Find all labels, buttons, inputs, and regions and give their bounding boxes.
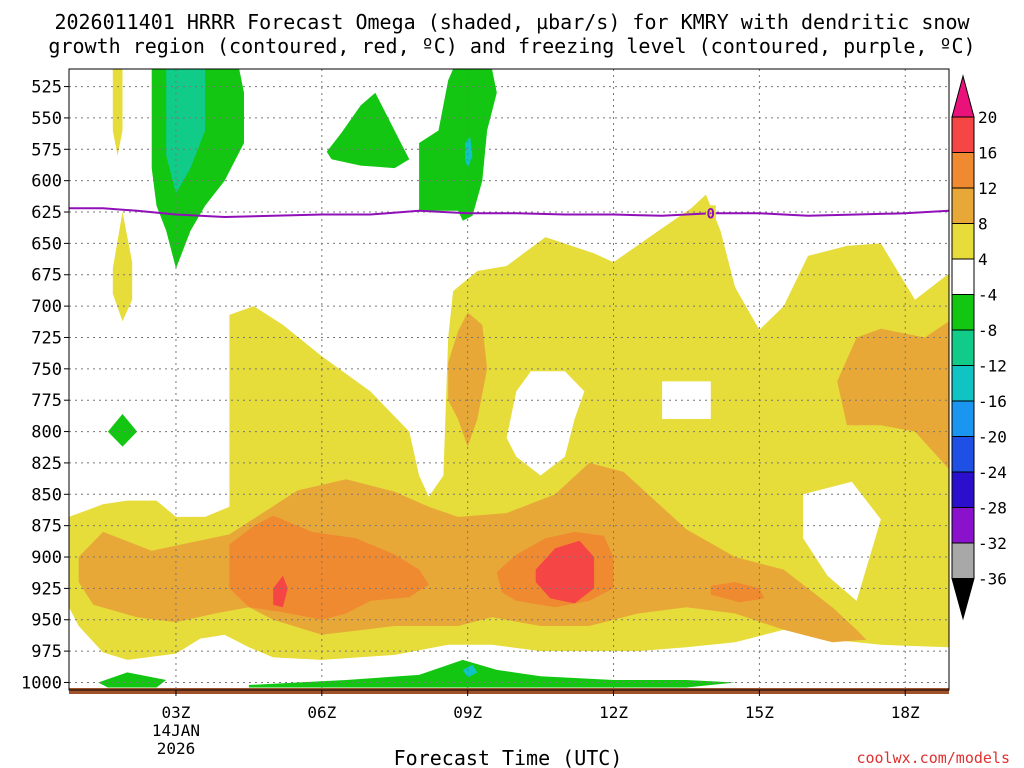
omega-region-green-diamond	[107, 414, 138, 447]
y-tick-label: 875	[31, 517, 62, 537]
colorbar-bin	[951, 258, 975, 295]
colorbar-bin	[951, 294, 975, 331]
colorbar-bin	[951, 507, 975, 544]
y-tick-label: 825	[31, 454, 62, 474]
omega-region-white-hole-3	[803, 481, 881, 601]
omega-region-orange-right-lobe	[837, 321, 949, 470]
omega-region-green-09z-column	[419, 69, 497, 221]
omega-region-green-bottom-mid	[248, 659, 736, 688]
colorbar-label: -4	[978, 286, 997, 305]
freezing-level-line	[69, 207, 949, 219]
colorbar-label: 16	[978, 144, 997, 163]
y-tick-label: 525	[31, 78, 62, 98]
omega-region-yellow-left-column	[112, 69, 123, 156]
y-tick-label: 550	[31, 109, 62, 129]
colorbar-label: -28	[978, 499, 1007, 518]
y-tick-label: 725	[31, 328, 62, 348]
date-label-year: 2026	[157, 739, 196, 758]
colorbar-max-triangle	[951, 74, 975, 118]
colorbar-bin	[951, 436, 975, 473]
colorbar-label: -24	[978, 463, 1007, 482]
y-tick-label: 600	[31, 172, 62, 192]
y-tick-label: 800	[31, 423, 62, 443]
date-label-day: 14JAN	[152, 721, 200, 740]
x-tick-label: 06Z	[307, 703, 336, 722]
colorbar-label: -8	[978, 321, 997, 340]
freezing-level-label: 0	[707, 206, 715, 222]
x-tick-label: 18Z	[891, 703, 920, 722]
omega-region-red-core-left	[273, 575, 288, 608]
y-tick-label: 675	[31, 266, 62, 286]
omega-region-orange-column-09z	[448, 312, 488, 447]
colorbar-label: -16	[978, 392, 1007, 411]
colorbar-bin	[951, 187, 975, 224]
colorbar-bin	[951, 152, 975, 189]
colorbar-bin	[951, 223, 975, 260]
omega-region-red-core-mid	[535, 540, 595, 604]
colorbar-label: 8	[978, 215, 988, 234]
y-tick-label: 575	[31, 140, 62, 160]
colorbar-min-triangle	[951, 578, 975, 621]
plot-frame	[68, 68, 950, 691]
freezing-level-layer: 0	[69, 205, 949, 222]
y-tick-label: 775	[31, 391, 62, 411]
omega-shading	[69, 69, 949, 688]
colorbar-bin	[951, 365, 975, 402]
colorbar-label: -36	[978, 570, 1007, 589]
colorbar-label: -32	[978, 534, 1007, 553]
y-tick-label: 900	[31, 548, 62, 568]
omega-region-yellow-left-lens	[112, 212, 133, 322]
omega-region-teal-09z-drop	[465, 136, 473, 169]
freezing-label-bg	[705, 205, 716, 221]
colorbar-bin	[951, 400, 975, 437]
colorbar-bin	[951, 542, 975, 579]
y-tick-label: 925	[31, 579, 62, 599]
y-axis: 525 550 575 600 625 650 675 700 725 750 775 800 825 8…	[21, 78, 69, 693]
colorbar-label: 20	[978, 108, 997, 127]
watermark: coolwx.com/models	[856, 749, 1010, 767]
colorbar: 20 16 12 8 4 -4 -8 -12 -16 -20 -24 -28 -32 -36	[951, 74, 1007, 621]
gridlines	[69, 69, 949, 690]
y-tick-label: 1000	[21, 673, 62, 693]
omega-region-green-crescent	[326, 92, 410, 169]
ground-strip	[69, 688, 949, 694]
omega-region-white-hole-1	[506, 371, 585, 476]
colorbar-label: 12	[978, 179, 997, 198]
y-tick-label: 850	[31, 485, 62, 505]
x-axis-title: Forecast Time (UTC)	[394, 746, 623, 768]
y-tick-label: 650	[31, 234, 62, 254]
colorbar-label: -20	[978, 428, 1007, 447]
x-tick-label: 03Z	[162, 703, 191, 722]
omega-region-red-orange-small	[710, 582, 765, 603]
y-tick-label: 975	[31, 642, 62, 662]
colorbar-bin	[951, 471, 975, 508]
y-tick-label: 700	[31, 297, 62, 317]
y-tick-label: 625	[31, 203, 62, 223]
colorbar-label: 4	[978, 250, 988, 269]
colorbar-bin	[951, 116, 975, 153]
colorbar-label: -12	[978, 357, 1007, 376]
title-line-2: growth region (contoured, red, ºC) and f…	[48, 34, 975, 58]
omega-region-white-hole-2	[662, 381, 711, 419]
x-tick-label: 15Z	[745, 703, 774, 722]
colorbar-bin	[951, 329, 975, 366]
x-tick-label: 12Z	[599, 703, 628, 722]
omega-region-teal-bottom-speck	[462, 664, 478, 678]
y-tick-label: 950	[31, 611, 62, 631]
title-line-1: 2026011401 HRRR Forecast Omega (shaded, …	[54, 10, 970, 34]
x-tick-label: 09Z	[453, 703, 482, 722]
omega-region-green-bottom-left	[98, 672, 167, 688]
y-tick-label: 750	[31, 360, 62, 380]
